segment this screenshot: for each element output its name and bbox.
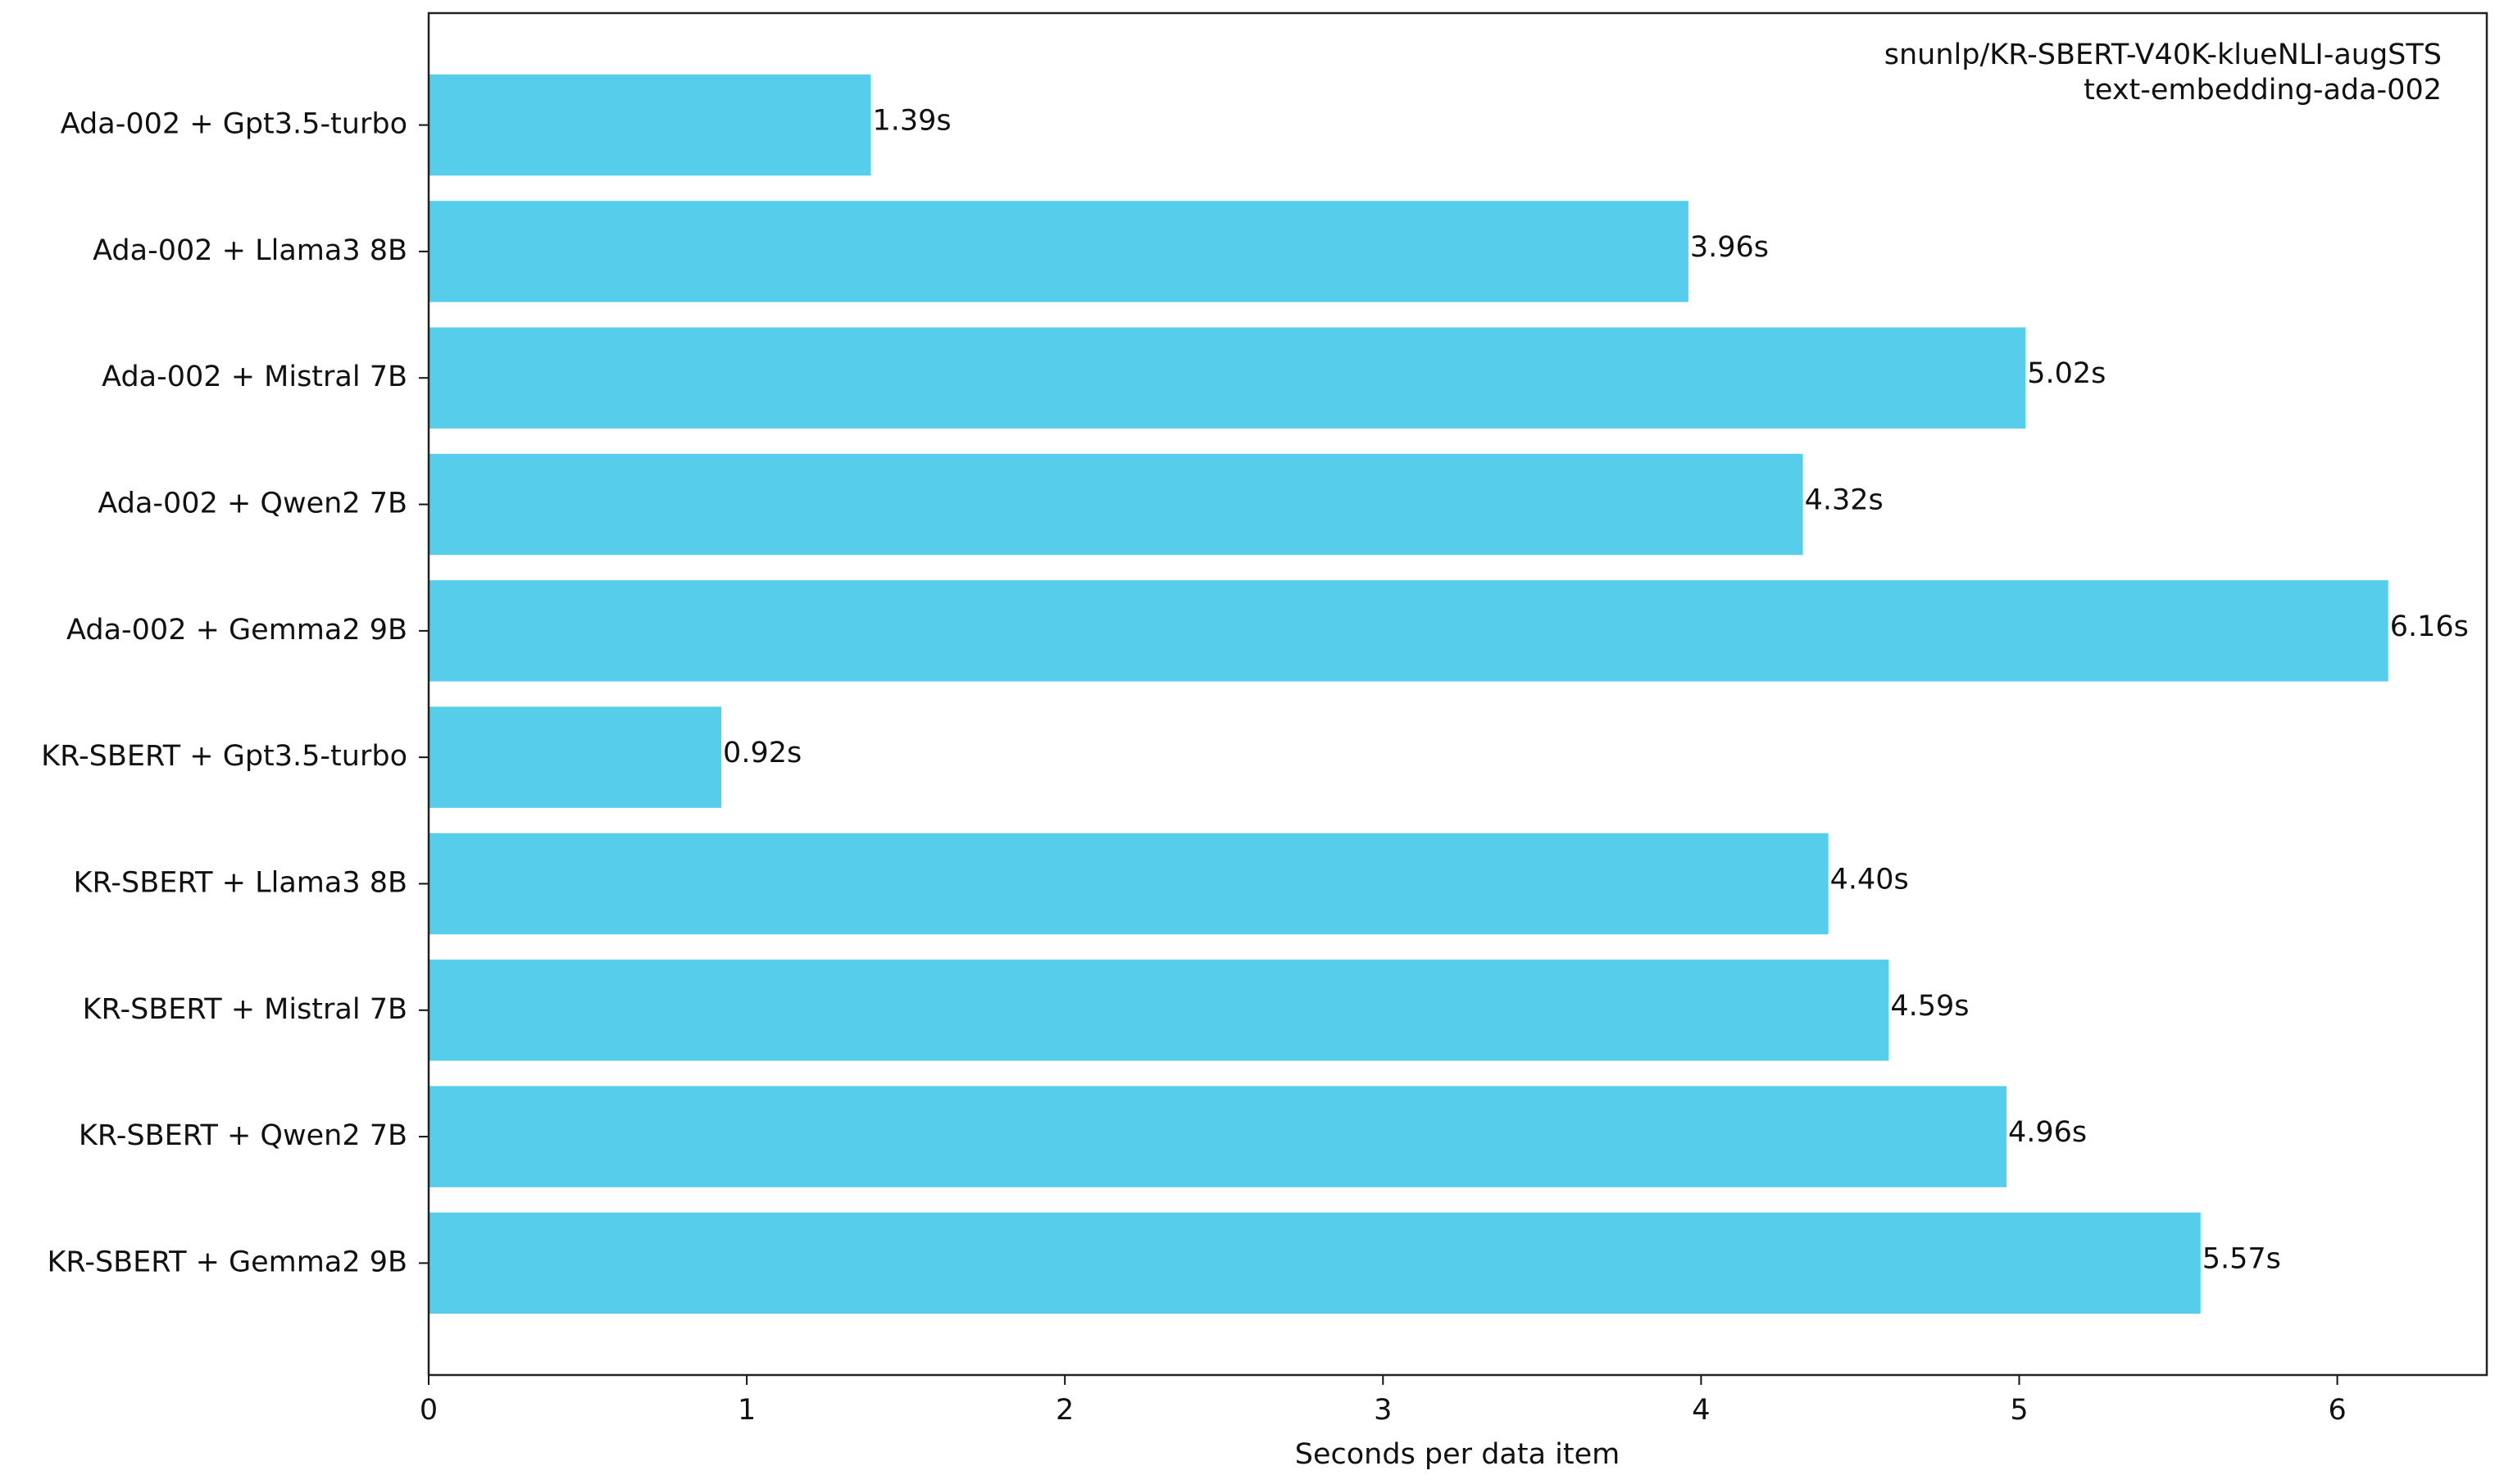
plot-frame [427,11,2488,1377]
value-label: 6.16s [2390,610,2469,643]
value-label: 5.57s [2202,1242,2281,1275]
bar [429,706,722,808]
value-label: 0.92s [723,737,802,769]
y-tick-label: KR-SBERT + Qwen2 7B [79,1119,407,1152]
bar [429,1212,2201,1314]
value-label: 4.96s [2008,1116,2087,1149]
y-tick-label: Ada-002 + Llama3 8B [93,234,407,267]
x-tick-label: 6 [2328,1394,2346,1427]
bar [429,453,1803,556]
x-tick-label: 2 [1056,1394,1074,1427]
y-tick-label: Ada-002 + Gpt3.5-turbo [61,108,407,141]
x-tick-label: 3 [1374,1394,1392,1427]
x-tick-label: 1 [738,1394,756,1427]
y-tick-label: KR-SBERT + Mistral 7B [83,993,407,1026]
value-label: 4.59s [1890,990,1969,1023]
annotation: snunlp/KR-SBERT-V40K-klueNLI-augSTS [1884,39,2442,71]
annotation: text-embedding-ada-002 [2084,74,2442,107]
bar [429,833,1829,935]
y-tick-label: KR-SBERT + Gpt3.5-turbo [41,740,407,773]
bar [429,960,1889,1061]
x-axis-label: Seconds per data item [1295,1438,1620,1471]
value-label: 1.39s [872,105,951,138]
y-tick-label: KR-SBERT + Gemma2 9B [47,1246,407,1278]
bar [429,201,1688,302]
value-label: 4.32s [1805,484,1884,517]
x-tick-label: 4 [1692,1394,1710,1427]
value-label: 3.96s [1690,231,1769,264]
bar [429,1086,2006,1187]
value-label: 5.02s [2027,357,2106,390]
value-label: 4.40s [1830,863,1909,896]
bar [429,580,2388,682]
y-tick-label: Ada-002 + Gemma2 9B [66,614,407,647]
x-tick-label: 5 [2010,1394,2028,1427]
y-tick-label: KR-SBERT + Llama3 8B [74,866,407,899]
y-tick-label: Ada-002 + Qwen2 7B [98,488,407,520]
x-tick-label: 0 [420,1394,438,1427]
bar [429,327,2026,429]
y-tick-label: Ada-002 + Mistral 7B [102,361,407,393]
bar [429,74,871,176]
